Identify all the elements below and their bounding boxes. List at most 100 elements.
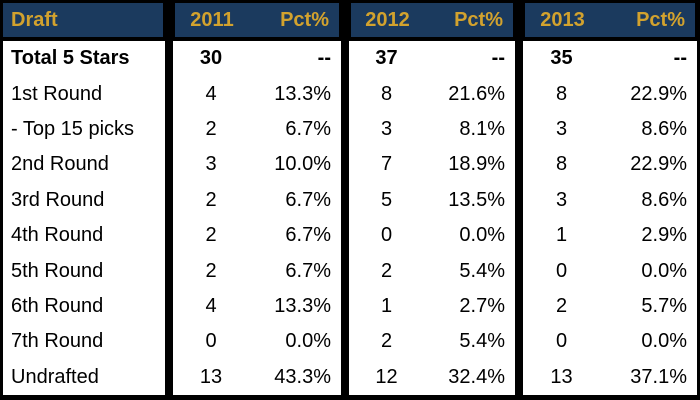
table-row: 3rd Round 2 6.7% 5 13.5% 3 8.6% [3,182,697,219]
header-year-2012: 2012 [349,3,424,37]
count-cell-2012: 1 [380,295,393,318]
column-divider [515,111,523,148]
count-cell-2011: 13 [199,365,223,388]
table-row: Total 5 Stars 30 -- 37 -- 35 -- [3,41,697,77]
count-cell-2013: 0 [555,330,568,353]
pct-cell-2013: 0.0% [641,259,687,282]
column-divider [165,147,173,183]
pct-cell-2013: 37.1% [630,365,687,388]
column-divider [341,147,349,183]
column-divider [165,76,173,112]
column-divider [165,3,173,37]
count-cell-2013: 1 [555,224,568,247]
row-label: 7th Round [11,330,104,353]
count-cell-2011: 4 [205,295,217,318]
row-label: 1st Round [11,82,103,105]
count-cell-2011: 30 [199,47,223,70]
column-divider [341,111,349,148]
column-divider [341,359,349,396]
row-label: 6th Round [11,295,104,318]
column-divider [515,147,523,183]
column-divider [341,182,349,219]
count-cell-2012: 12 [375,365,398,388]
row-label: Total 5 Stars [11,47,130,70]
column-divider [341,76,349,112]
count-cell-2011: 4 [205,82,217,105]
column-divider [515,76,523,112]
count-cell-2011: 0 [205,330,217,353]
pct-cell-2011: 13.3% [274,295,331,318]
pct-cell-2012: 5.4% [459,330,505,353]
row-label: 4th Round [11,224,104,247]
pct-cell-2013: 5.7% [641,295,687,318]
count-cell-2011: 2 [205,188,217,211]
count-cell-2011: 2 [205,259,217,282]
table-row: - Top 15 picks 2 6.7% 3 8.1% 3 8.6% [3,111,697,148]
column-divider [341,218,349,254]
pct-cell-2012: -- [491,47,505,70]
column-divider [165,253,173,289]
column-divider [341,288,349,325]
count-cell-2012: 0 [380,224,393,247]
header-pct-2012: Pct% [424,3,515,37]
pct-cell-2011: -- [317,47,331,70]
count-cell-2012: 2 [380,259,393,282]
header-year-2011: 2011 [173,3,249,37]
count-cell-2013: 35 [550,47,573,70]
column-divider [341,41,349,77]
count-cell-2013: 8 [555,82,568,105]
count-cell-2011: 2 [205,224,217,247]
column-divider [341,3,349,37]
pct-cell-2012: 21.6% [448,82,505,105]
column-divider [341,253,349,289]
column-divider [165,218,173,254]
pct-cell-2013: 2.9% [641,224,687,247]
count-cell-2011: 2 [205,118,217,141]
column-divider [515,359,523,396]
pct-cell-2011: 10.0% [274,153,331,176]
column-divider [515,182,523,219]
column-divider [515,41,523,77]
pct-cell-2012: 0.0% [459,224,505,247]
pct-cell-2012: 32.4% [448,365,505,388]
count-cell-2013: 13 [550,365,573,388]
count-cell-2012: 2 [380,330,393,353]
pct-cell-2013: 0.0% [641,330,687,353]
column-divider [515,253,523,289]
table-body: Total 5 Stars 30 -- 37 -- 35 -- 1st Roun… [3,41,697,396]
row-label: 2nd Round [11,153,109,176]
pct-cell-2011: 6.7% [285,259,331,282]
count-cell-2012: 8 [380,82,393,105]
column-divider [341,324,349,360]
pct-cell-2011: 6.7% [285,188,331,211]
pct-cell-2012: 18.9% [448,153,505,176]
count-cell-2013: 2 [555,295,568,318]
table-row: 4th Round 2 6.7% 0 0.0% 1 2.9% [3,218,697,254]
table-row: 6th Round 4 13.3% 1 2.7% 2 5.7% [3,288,697,325]
pct-cell-2011: 6.7% [285,118,331,141]
pct-cell-2011: 43.3% [274,365,331,388]
pct-cell-2013: 8.6% [641,188,687,211]
count-cell-2013: 3 [555,118,568,141]
row-label: 5th Round [11,259,104,282]
pct-cell-2012: 13.5% [448,188,505,211]
pct-cell-2013: 22.9% [630,153,687,176]
pct-cell-2011: 0.0% [285,330,331,353]
column-divider [165,182,173,219]
header-draft: Draft [3,3,165,37]
count-cell-2013: 3 [555,188,568,211]
count-cell-2012: 7 [380,153,393,176]
column-divider [165,41,173,77]
count-cell-2012: 3 [380,118,393,141]
column-divider [515,324,523,360]
column-divider [515,3,523,37]
column-divider [165,288,173,325]
count-cell-2011: 3 [205,153,217,176]
pct-cell-2011: 13.3% [274,82,331,105]
table-header-row: Draft 2011 Pct% 2012 Pct% 2013 Pct% [3,3,697,41]
column-divider [515,288,523,325]
header-pct-2013: Pct% [600,3,697,37]
table-row: 2nd Round 3 10.0% 7 18.9% 8 22.9% [3,147,697,183]
table-row: 5th Round 2 6.7% 2 5.4% 0 0.0% [3,253,697,289]
